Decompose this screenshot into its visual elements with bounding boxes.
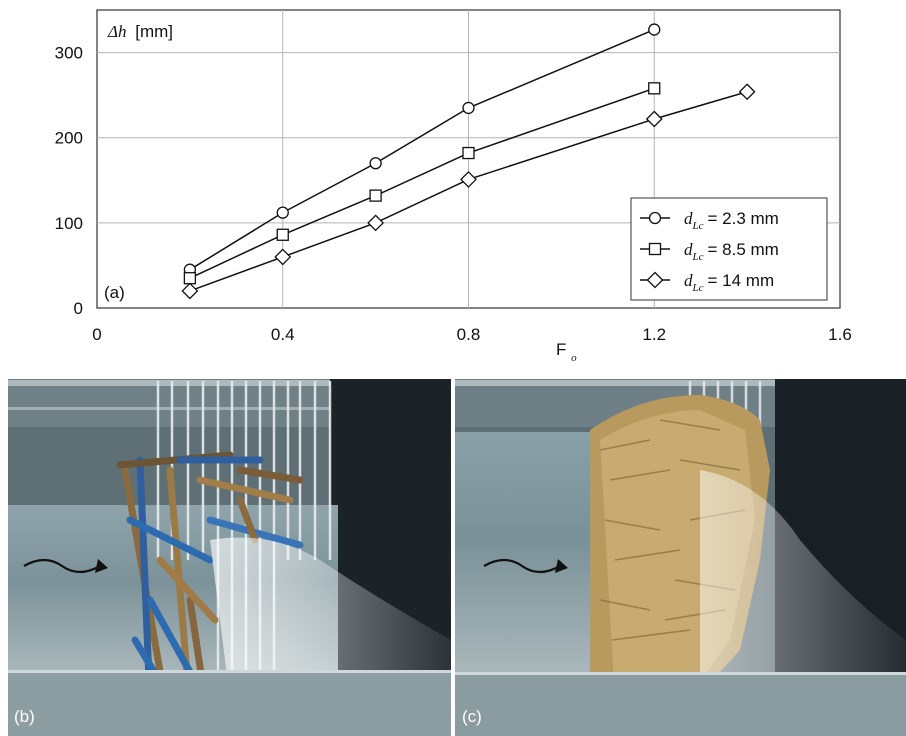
legend-label: dLc = 2.3 mm xyxy=(684,209,779,232)
y-axis-label: Δh [mm] xyxy=(107,22,173,41)
series-diamond xyxy=(181,83,756,300)
y-tick-label: 100 xyxy=(55,214,83,233)
data-point xyxy=(276,228,289,241)
data-point xyxy=(462,146,475,160)
panel-label-c: (c) xyxy=(462,707,482,726)
data-point xyxy=(276,206,289,219)
legend-label: dLc = 8.5 mm xyxy=(684,240,779,263)
legend-marker xyxy=(648,211,662,225)
legend-marker xyxy=(648,242,662,256)
legend-label: dLc = 14 mm xyxy=(684,271,774,294)
photo-c: (c) xyxy=(455,379,906,736)
panel-label-a: (a) xyxy=(104,283,125,302)
y-tick-label: 0 xyxy=(74,299,83,318)
legend-entry: dLc = 8.5 mm xyxy=(640,240,779,263)
y-axis: 0 100 200 300 xyxy=(55,44,83,318)
data-point xyxy=(462,101,475,115)
data-point xyxy=(460,171,477,188)
chart: 0 100 200 300 0 0.4 0.8 1.2 1.6 Δh [mm] (a) F o… xyxy=(55,9,852,364)
photo-b: (b) xyxy=(8,379,451,736)
legend-entry: dLc = 14 mm xyxy=(640,271,774,294)
data-point xyxy=(648,23,661,36)
data-point xyxy=(367,214,385,232)
x-axis-label: F o xyxy=(556,340,577,364)
series-line xyxy=(189,91,748,292)
x-tick-label: 0 xyxy=(92,325,101,344)
data-point xyxy=(274,248,292,266)
data-point xyxy=(181,282,199,300)
data-point xyxy=(648,82,661,95)
x-tick-label: 0.4 xyxy=(271,325,295,344)
data-point xyxy=(369,157,382,170)
x-tick-label: 1.6 xyxy=(828,325,852,344)
x-tick-label: 0.8 xyxy=(457,325,481,344)
data-point xyxy=(738,83,756,101)
data-point xyxy=(183,272,197,285)
x-tick-label: 1.2 xyxy=(642,325,666,344)
panel-label-b: (b) xyxy=(14,707,35,726)
legend-marker xyxy=(646,271,664,289)
legend-entry: dLc = 2.3 mm xyxy=(640,209,779,232)
x-axis: 0 0.4 0.8 1.2 1.6 xyxy=(92,325,852,344)
flow-arrow-icon xyxy=(483,558,568,574)
series-group xyxy=(181,23,756,300)
data-point xyxy=(369,189,382,202)
flow-arrow-icon xyxy=(23,558,108,574)
legend: dLc = 2.3 mm dLc = 8.5 mm dLc = 14 mm xyxy=(630,197,828,301)
y-tick-label: 300 xyxy=(55,44,83,63)
data-point xyxy=(645,110,663,128)
y-tick-label: 200 xyxy=(55,129,83,148)
